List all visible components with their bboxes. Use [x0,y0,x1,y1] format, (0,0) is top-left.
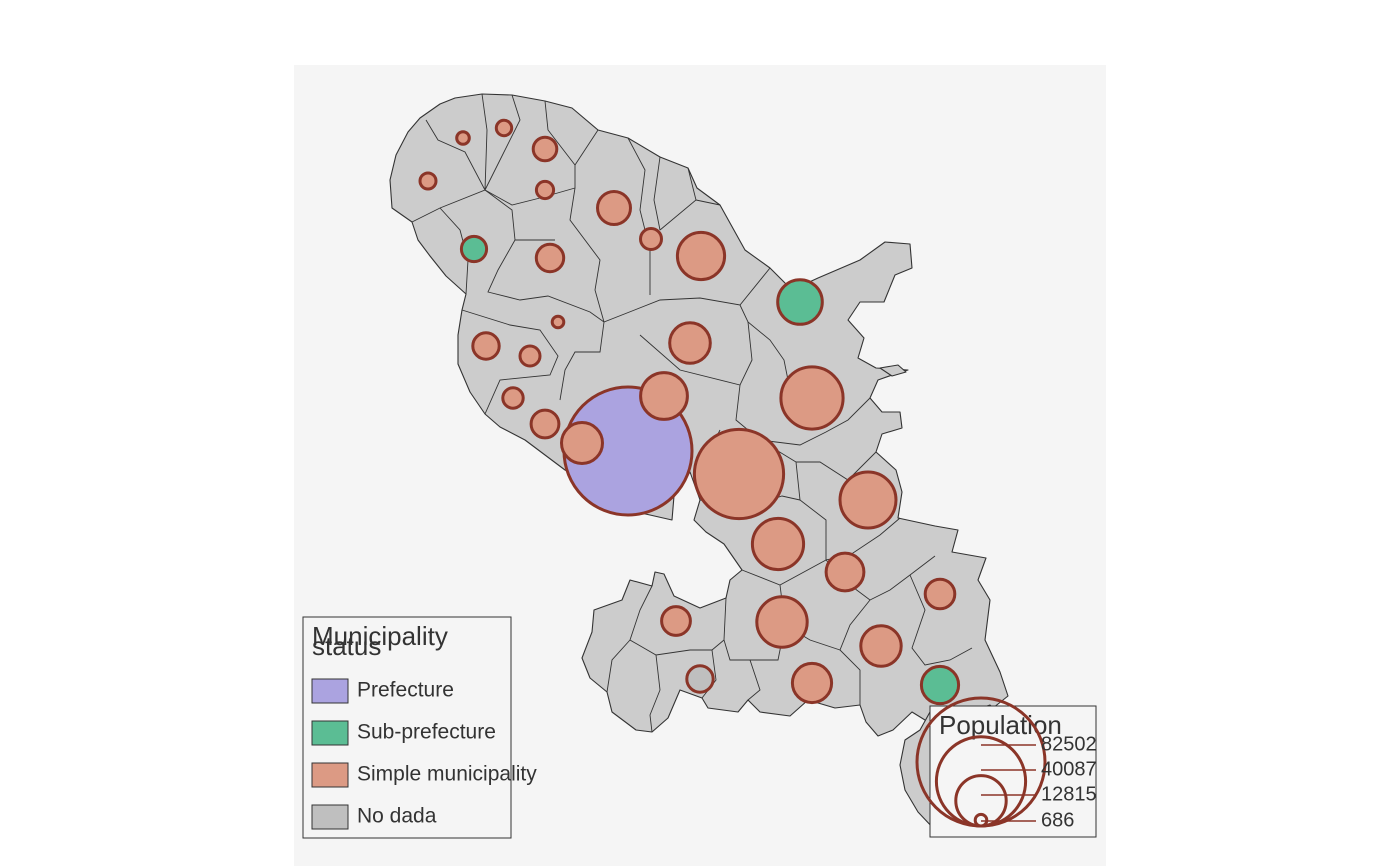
municipality-bubble [824,551,866,593]
proportional-symbols [418,118,961,706]
municipality-bubble [518,344,542,368]
status-legend-title-line1: Municipality [312,621,448,651]
municipality-bubble [531,135,559,163]
municipality-bubble [660,605,692,637]
municipality-bubble [859,624,903,668]
legend-size-label: 40087 [1041,758,1097,780]
municipality-bubble [459,234,489,264]
municipality-bubble [471,331,501,361]
legend-size-label: 686 [1041,809,1074,831]
municipality-bubble [750,516,806,572]
municipality-bubble [668,321,712,365]
population-legend-title: Population [939,710,1062,740]
municipality-bubble [779,365,845,431]
legend-swatch [311,678,349,704]
municipality-bubble [455,130,471,146]
legend-swatch [311,804,349,830]
legend-label: Simple municipality [357,763,537,786]
municipality-boundaries [411,93,973,733]
legend-label: Prefecture [357,679,454,702]
municipality-bubble [596,190,632,226]
status-legend: Municipality status Prefecture Sub-prefec… [302,616,537,839]
municipality-bubble [776,278,824,326]
legend-swatch [311,720,349,746]
legend-size-circle [973,812,989,828]
legend-swatch [311,762,349,788]
municipality-bubble [418,171,438,191]
islet [879,364,907,377]
municipality-bubble [685,664,715,694]
legend-label: Sub-prefecture [357,721,496,744]
municipality-bubble [755,595,809,649]
population-legend: Population 82502 40087 12815 686 [915,696,1097,838]
municipality-bubble [550,314,566,330]
municipality-bubble [838,470,898,530]
municipality-bubble [692,427,786,521]
municipality-bubble [639,371,689,421]
municipality-bubble [494,118,514,138]
population-legend-frame [929,705,1097,838]
legend-label: No dada [357,805,437,828]
municipality-bubble [534,242,566,274]
municipality-bubble [501,386,525,410]
municipality-bubble [560,421,604,465]
municipality-bubble [675,230,727,282]
municipality-bubble [639,227,663,251]
municipality-bubble [790,661,834,705]
municipality-bubble [919,664,961,706]
municipality-bubble [534,179,556,201]
municipality-bubble [923,577,957,611]
status-legend-title-line2: status [312,631,381,661]
legend-size-label: 82502 [1041,733,1097,755]
legend-size-label: 12815 [1041,783,1097,805]
municipality-bubble [529,408,561,440]
